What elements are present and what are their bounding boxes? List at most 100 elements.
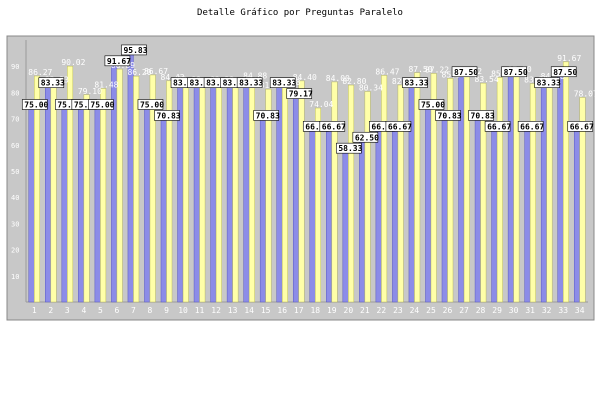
- data-label-box: [38, 77, 65, 88]
- data-label: 66.67: [487, 122, 511, 131]
- data-label-box: [468, 110, 494, 121]
- x-tick-label: 23: [393, 306, 403, 315]
- x-tick-label: 10: [178, 306, 188, 315]
- data-label: 83.33: [173, 79, 197, 88]
- data-label: 87.50: [408, 65, 432, 74]
- bar: [100, 88, 107, 303]
- data-label: 75.00: [140, 101, 164, 110]
- data-label: 87.22: [425, 65, 449, 74]
- bar: [474, 116, 481, 303]
- data-label-box: [550, 66, 577, 78]
- data-label: 87.50: [553, 68, 577, 77]
- x-tick-label: 22: [377, 306, 387, 315]
- data-label: 90.02: [61, 58, 85, 67]
- data-label: 91.67: [557, 54, 581, 63]
- x-tick-label: 1: [32, 306, 37, 315]
- data-label-box: [88, 99, 114, 110]
- bar: [292, 94, 299, 303]
- x-tick-label: 14: [244, 306, 254, 315]
- bar: [133, 75, 140, 303]
- bar: [28, 105, 35, 303]
- data-label-box: [286, 88, 313, 99]
- bar: [149, 74, 156, 303]
- data-label-box: [336, 142, 362, 154]
- y-tick-label: 70: [11, 116, 19, 124]
- bar: [111, 61, 118, 303]
- bar: [540, 83, 547, 303]
- data-label: 83.33: [190, 79, 214, 88]
- data-label: 78.07: [574, 89, 598, 98]
- x-tick-label: 13: [228, 306, 238, 315]
- bar: [480, 82, 487, 303]
- chart-title: Detalle Gráfico por Preguntas Paralelo: [197, 8, 403, 18]
- x-tick-label: 29: [492, 306, 502, 315]
- x-tick-label: 32: [542, 306, 552, 315]
- bar: [507, 72, 514, 303]
- data-label: 83.33: [239, 79, 263, 88]
- bar: [408, 83, 415, 303]
- y-tick-label: 50: [11, 168, 19, 176]
- bar: [94, 105, 101, 303]
- bar: [381, 75, 388, 303]
- data-label-box: [435, 110, 461, 121]
- data-label-box: [534, 77, 560, 88]
- bar: [215, 83, 222, 303]
- bar: [529, 83, 536, 303]
- data-label-box: [269, 77, 296, 88]
- bar: [226, 83, 233, 303]
- data-label-box: [567, 121, 594, 132]
- data-label: 66.67: [570, 122, 594, 131]
- data-label: 83.33: [272, 79, 296, 88]
- bar: [166, 80, 173, 303]
- data-label: 74.04: [309, 100, 333, 109]
- x-tick-label: 27: [459, 306, 469, 315]
- data-label: 83.33: [404, 79, 428, 88]
- data-label: 75.00: [74, 101, 98, 110]
- x-tick-label: 5: [98, 306, 103, 315]
- x-tick-label: 16: [277, 306, 287, 315]
- x-tick-label: 31: [525, 306, 535, 315]
- bar: [116, 68, 123, 303]
- bar: [67, 65, 74, 303]
- y-tick-label: 90: [11, 63, 19, 71]
- bar: [144, 105, 151, 303]
- bar: [45, 83, 52, 303]
- x-tick-label: 2: [48, 306, 53, 315]
- data-label: 91.67: [107, 57, 131, 66]
- x-tick-label: 12: [211, 306, 221, 315]
- bar: [348, 84, 355, 303]
- data-label: 86.27: [28, 68, 52, 77]
- x-tick-label: 26: [443, 306, 453, 315]
- bar: [34, 75, 41, 303]
- bar: [375, 127, 382, 303]
- data-label: 87.50: [504, 68, 528, 77]
- data-label: 79.17: [289, 90, 313, 99]
- data-label: 70.83: [471, 111, 495, 120]
- data-label: 62.50: [355, 133, 379, 142]
- x-tick-label: 18: [310, 306, 320, 315]
- bar: [392, 127, 399, 303]
- bar: [562, 61, 569, 303]
- x-tick-label: 21: [360, 306, 370, 315]
- data-label-box: [517, 121, 544, 132]
- bar: [160, 116, 167, 303]
- y-tick-label: 60: [11, 142, 19, 150]
- data-label-box: [21, 99, 48, 110]
- bar: [309, 127, 316, 303]
- x-tick-label: 17: [294, 306, 304, 315]
- bar: [83, 94, 90, 303]
- bar: [281, 85, 288, 303]
- bar: [50, 83, 57, 303]
- x-tick-label: 25: [426, 306, 436, 315]
- x-tick-label: 15: [261, 306, 271, 315]
- bar: [259, 116, 266, 303]
- data-label: 84.43: [161, 73, 185, 82]
- data-label-box: [137, 99, 164, 110]
- data-label: 86.47: [375, 67, 399, 76]
- bar: [127, 50, 134, 303]
- bar: [573, 127, 580, 303]
- bar: [78, 105, 85, 303]
- data-label-box: [319, 121, 346, 132]
- bar: [315, 107, 322, 303]
- bar: [441, 116, 448, 303]
